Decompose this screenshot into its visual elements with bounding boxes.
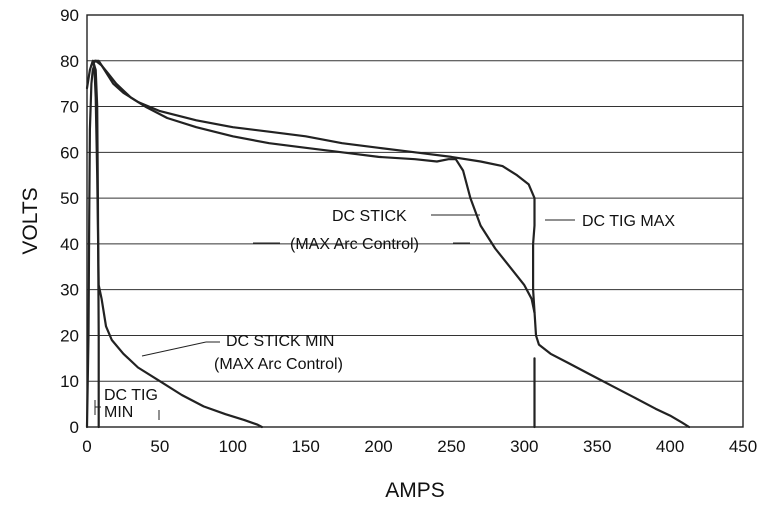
annotation-leader-dc-stick-min bbox=[141, 341, 207, 357]
y-tick-label: 40 bbox=[60, 235, 79, 254]
y-tick-label: 70 bbox=[60, 98, 79, 117]
x-tick-label: 350 bbox=[583, 437, 611, 456]
y-tick-label: 50 bbox=[60, 189, 79, 208]
series-line-dc-stick-min-max-arc-control bbox=[85, 59, 263, 429]
y-tick-label: 30 bbox=[60, 281, 79, 300]
annotation-dc-stick-min-line2: (MAX Arc Control) bbox=[214, 356, 343, 373]
annotations: DC STICK (MAX Arc Control) DC TIG MAX DC… bbox=[94, 208, 675, 421]
x-tick-label: 100 bbox=[219, 437, 247, 456]
y-tick-label: 90 bbox=[60, 6, 79, 25]
annotation-dc-tig-max: DC TIG MAX bbox=[582, 213, 675, 230]
series-group bbox=[85, 59, 691, 429]
x-tick-label: 450 bbox=[729, 437, 757, 456]
plot-frame bbox=[86, 14, 744, 428]
series-line-dc-stick-max-arc-control bbox=[90, 59, 536, 314]
annotation-dc-stick-line2: (MAX Arc Control) bbox=[290, 236, 419, 253]
annotation-dc-stick-line1: DC STICK bbox=[332, 208, 407, 225]
annotation-dc-tig-min-line1: DC TIG bbox=[104, 387, 158, 404]
x-tick-label: 200 bbox=[364, 437, 392, 456]
y-axis-ticks: 0 10 20 30 40 50 60 70 80 90 bbox=[60, 6, 79, 437]
x-axis-ticks: 0 50 100 150 200 250 300 350 400 450 bbox=[82, 437, 757, 456]
y-tick-label: 20 bbox=[60, 326, 79, 345]
annotation-dc-stick-min-line1: DC STICK MIN bbox=[226, 333, 334, 350]
x-axis-title: AMPS bbox=[385, 479, 445, 502]
x-tick-label: 0 bbox=[82, 437, 91, 456]
annotation-dc-tig-min-line2: MIN bbox=[104, 404, 133, 421]
x-tick-label: 50 bbox=[150, 437, 169, 456]
y-tick-label: 60 bbox=[60, 143, 79, 162]
x-tick-label: 250 bbox=[437, 437, 465, 456]
x-tick-label: 150 bbox=[291, 437, 319, 456]
series-line-dc-tig-max bbox=[93, 59, 691, 429]
y-axis-title: VOLTS bbox=[19, 187, 42, 254]
y-tick-label: 10 bbox=[60, 372, 79, 391]
x-tick-label: 300 bbox=[510, 437, 538, 456]
y-tick-label: 0 bbox=[70, 418, 79, 437]
y-tick-label: 80 bbox=[60, 52, 79, 71]
x-tick-label: 400 bbox=[656, 437, 684, 456]
